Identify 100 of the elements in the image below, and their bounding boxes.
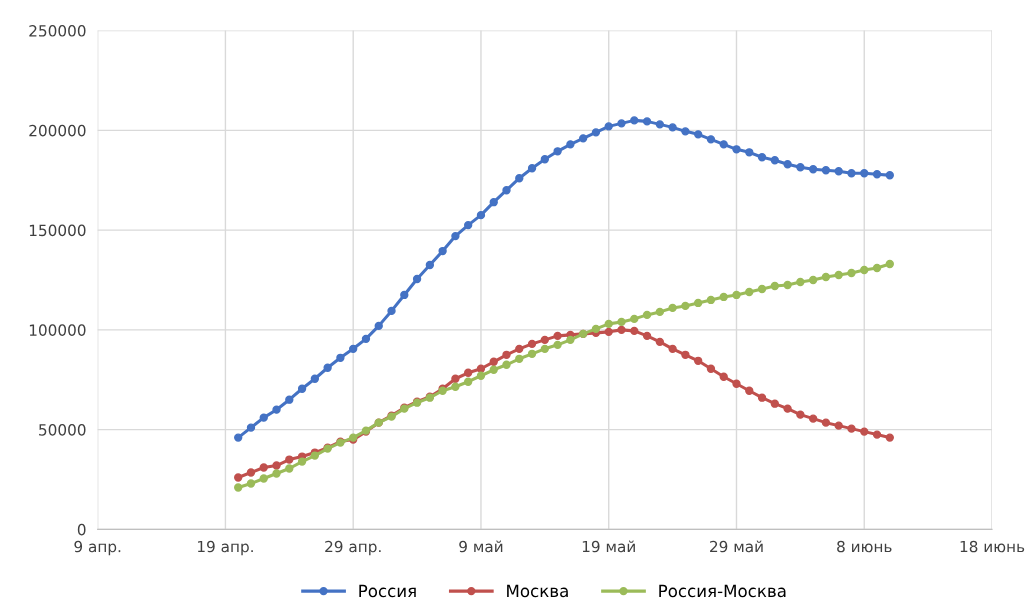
point bbox=[515, 354, 524, 363]
point bbox=[591, 324, 601, 334]
point bbox=[732, 145, 741, 154]
point bbox=[847, 424, 856, 433]
point bbox=[476, 364, 486, 373]
point bbox=[834, 270, 843, 280]
point bbox=[693, 130, 703, 139]
point bbox=[349, 344, 358, 353]
point bbox=[285, 464, 294, 473]
point bbox=[630, 116, 639, 125]
point bbox=[642, 331, 652, 341]
point bbox=[706, 295, 716, 305]
x-tick-label: 8 июнь bbox=[837, 540, 892, 553]
point bbox=[783, 160, 792, 169]
point bbox=[259, 474, 268, 483]
point bbox=[464, 368, 473, 377]
point bbox=[387, 306, 396, 316]
y-tick-label: 250000 bbox=[29, 25, 86, 37]
point bbox=[885, 171, 894, 180]
point bbox=[821, 166, 831, 175]
point bbox=[451, 231, 460, 241]
point bbox=[451, 374, 460, 383]
x-tick-label: 9 апр. bbox=[74, 540, 121, 556]
point bbox=[630, 326, 639, 336]
point bbox=[234, 483, 243, 492]
point bbox=[540, 335, 550, 345]
legend-label: Москва bbox=[507, 584, 568, 598]
point bbox=[885, 259, 894, 269]
point bbox=[297, 384, 307, 393]
point bbox=[515, 174, 524, 183]
point bbox=[885, 433, 894, 442]
x-tick-label: 18 июнь bbox=[960, 540, 1025, 553]
point bbox=[234, 433, 243, 442]
point bbox=[438, 246, 447, 256]
point bbox=[668, 123, 677, 132]
y-tick-label: 200000 bbox=[29, 124, 86, 137]
point bbox=[476, 371, 486, 380]
point bbox=[757, 153, 767, 162]
point bbox=[796, 410, 805, 419]
point bbox=[693, 298, 703, 308]
point bbox=[259, 413, 268, 422]
point bbox=[860, 427, 869, 436]
point bbox=[860, 265, 869, 275]
point bbox=[272, 461, 281, 470]
point bbox=[553, 331, 562, 341]
point bbox=[579, 134, 588, 143]
point bbox=[681, 350, 690, 359]
point bbox=[668, 303, 677, 313]
x-tick-label: 19 май bbox=[582, 540, 635, 553]
point bbox=[821, 272, 831, 282]
point bbox=[808, 414, 818, 423]
y-tick-label: 0 bbox=[77, 523, 86, 536]
point bbox=[259, 463, 268, 472]
point bbox=[553, 147, 562, 156]
point bbox=[374, 321, 383, 331]
point bbox=[783, 404, 792, 413]
point bbox=[502, 350, 511, 359]
point bbox=[272, 405, 281, 414]
point bbox=[796, 163, 805, 172]
x-tick-label: 9 май bbox=[459, 540, 503, 553]
point bbox=[847, 169, 856, 178]
point bbox=[770, 156, 779, 165]
point bbox=[489, 357, 498, 366]
point bbox=[642, 117, 652, 126]
point bbox=[604, 327, 613, 337]
point bbox=[630, 314, 639, 324]
point bbox=[719, 292, 728, 302]
point bbox=[297, 457, 307, 466]
point bbox=[770, 281, 779, 291]
point bbox=[642, 310, 652, 320]
point bbox=[540, 344, 550, 353]
point bbox=[246, 468, 256, 477]
point bbox=[872, 430, 882, 439]
point bbox=[655, 307, 664, 317]
point bbox=[502, 360, 511, 369]
point bbox=[489, 198, 498, 207]
x-tick-label: 19 апр. bbox=[198, 540, 253, 556]
point bbox=[757, 284, 767, 294]
point bbox=[272, 469, 281, 478]
point bbox=[668, 344, 677, 353]
y-tick-label: 150000 bbox=[29, 224, 86, 237]
point bbox=[502, 186, 511, 195]
point bbox=[770, 399, 779, 408]
point bbox=[706, 135, 716, 144]
point bbox=[655, 120, 664, 129]
point bbox=[527, 349, 537, 358]
point bbox=[719, 372, 728, 381]
point bbox=[451, 382, 460, 391]
point bbox=[336, 353, 345, 362]
point bbox=[566, 140, 575, 149]
point bbox=[719, 140, 728, 149]
point bbox=[617, 317, 626, 327]
point bbox=[476, 210, 486, 220]
point bbox=[591, 128, 601, 137]
point bbox=[681, 301, 690, 311]
point bbox=[808, 275, 818, 285]
point bbox=[553, 340, 562, 349]
point bbox=[872, 170, 882, 179]
point bbox=[617, 119, 626, 128]
point bbox=[310, 374, 320, 383]
